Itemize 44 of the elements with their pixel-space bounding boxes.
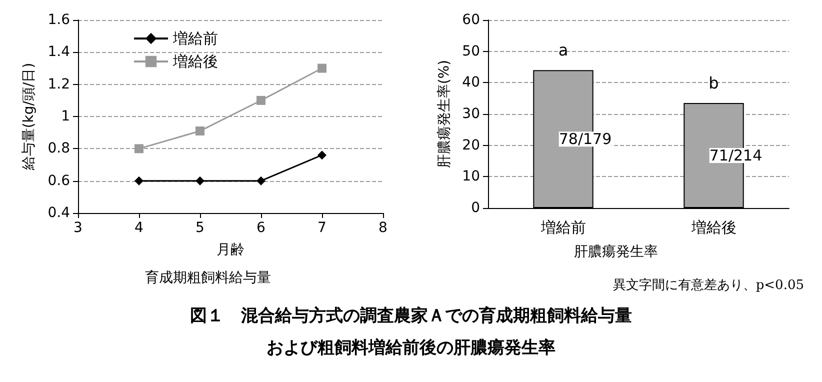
y-tick-label: 0.6	[48, 172, 70, 189]
x-axis-title: 月齢	[216, 242, 244, 258]
x-tick-label: 3	[74, 220, 82, 236]
data-label: 78/179	[558, 130, 612, 148]
text: 育成期粗飼料給与量	[145, 269, 271, 286]
point	[196, 176, 204, 186]
point	[318, 64, 326, 73]
y-tick-label: 40	[462, 74, 480, 91]
y-tick-label: 1.6	[48, 12, 70, 28]
caption: 図１ 混合給与方式の調査農家Ａでの育成期粗飼料給与量	[189, 305, 633, 327]
x-tick-label: 7	[318, 220, 326, 236]
text: および粗飼料増給前後の肝膿瘍発生率	[266, 337, 556, 359]
y-axis-title: 肝膿瘍発生率(%)	[436, 60, 452, 168]
text: 異文字間に有意差あり、p<0.05	[612, 277, 804, 294]
y-tick-label: 0.4	[48, 205, 70, 221]
y-tick-label: 50	[462, 43, 480, 60]
y-tick-label: 10	[462, 168, 480, 185]
y-tick-label: 60	[462, 12, 480, 28]
y-tick-label: 0	[471, 200, 480, 216]
y-axis-title: 給与量(kg/頭/日)	[21, 62, 37, 172]
x-tick-label: 4	[134, 220, 144, 236]
x-tick-label: 8	[378, 220, 388, 236]
y-tick-label: 1.4	[48, 44, 70, 60]
text: 肝膿瘍発生率	[574, 244, 658, 260]
x-tick-label: 増給前	[540, 218, 586, 236]
y-tick-label: 0.8	[48, 140, 70, 157]
point	[256, 96, 266, 105]
y-tick-label: 20	[462, 137, 480, 154]
x-tick-label: 5	[196, 220, 204, 236]
x-tick-label: 増給後	[690, 218, 736, 236]
annotation: a	[558, 40, 568, 60]
y-tick-label: 1.2	[48, 76, 70, 92]
point	[196, 126, 204, 136]
legend-label: 増給前	[172, 30, 218, 48]
x-tick-label: 6	[256, 220, 266, 236]
point	[134, 176, 144, 186]
point	[318, 150, 326, 160]
point	[256, 176, 266, 186]
point	[134, 144, 144, 154]
y-tick-label: 1	[61, 108, 70, 124]
y-tick-label: 30	[462, 106, 480, 122]
annotation: b	[708, 74, 719, 93]
data-label: 71/214	[709, 146, 762, 165]
legend-label: 増給後	[172, 52, 218, 70]
